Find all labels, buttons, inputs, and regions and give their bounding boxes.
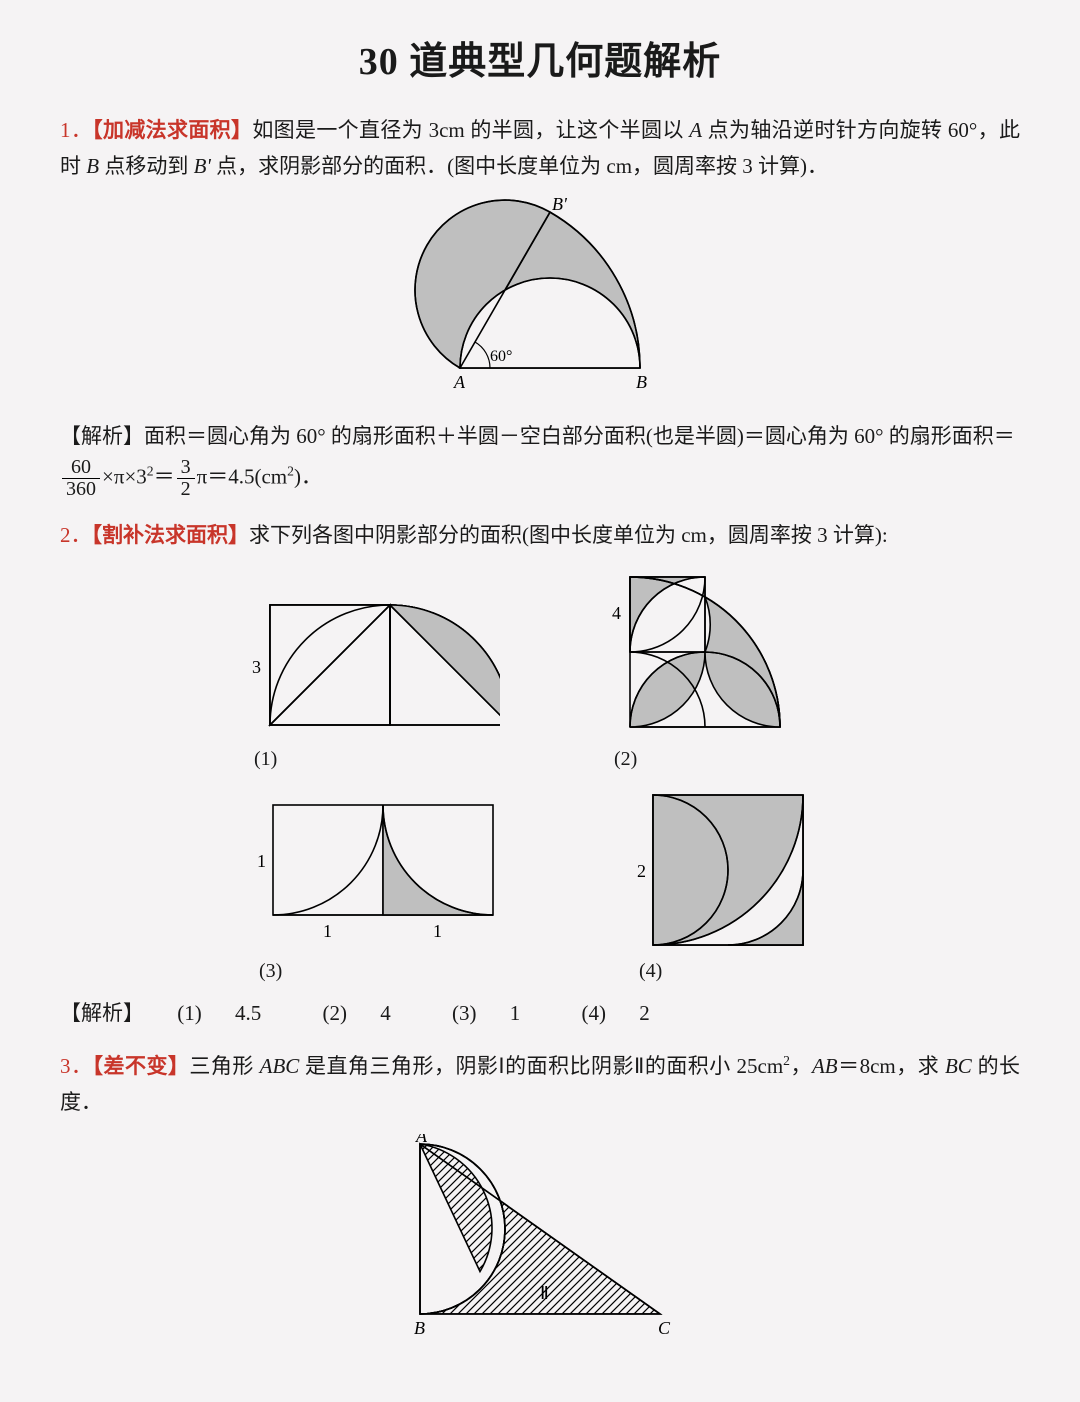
p3-tag: 【差不变】 [92,1054,189,1078]
p1-label-B: B [636,372,647,392]
p2-ans-2v: 4 [380,1001,391,1025]
p1-sq1: 2 [147,464,154,479]
p3-AB: AB [812,1054,838,1078]
p1-frac2: 32 [177,457,195,500]
p2-fig3-h: 1 [257,851,266,871]
p2-text: 求下列各图中阴影部分的面积(图中长度单位为 cm，圆周率按 3 计算): [249,523,888,547]
p1-label-Bp: B' [552,198,568,214]
p1-sq2: 2 [287,464,294,479]
p1-text-a: 如图是一个直径为 3cm 的半圆，让这个半圆以 [252,118,689,142]
p3-text-b: 是直角三角形，阴影Ⅰ的面积比阴影Ⅱ的面积小 25cm [299,1054,783,1078]
p2-fig3: 1 1 1 (3) [245,799,525,983]
p2-ans-4k: (4) [582,1001,607,1025]
p2-ans-1: (1) 4.5 [177,1001,289,1025]
p2-row2: 1 1 1 (3) [60,789,1020,983]
p1-text-d: 点，求阴影部分的面积．(图中长度单位为 cm，圆周率按 3 计算)． [211,154,828,178]
p1-tag: 【加减法求面积】 [92,118,252,142]
p2-fig1: 3 (1) [240,597,500,771]
p1-A: A [689,118,702,142]
p3-text-c: ， [790,1054,812,1078]
p1-frac2-d: 2 [177,479,195,500]
p2-fig2: 4 (2) [600,572,840,771]
p2-ans-3: (3) 1 [452,1001,548,1025]
p3-text-a: 三角形 [189,1054,259,1078]
p1-solution: 【解析】面积＝圆心角为 60° 的扇形面积＋半圆－空白部分面积(也是半圆)＝圆心… [60,417,1020,500]
p3-sq: 2 [783,1053,790,1068]
problem-1-text: 1．【加减法求面积】如图是一个直径为 3cm 的半圆，让这个半圆以 A 点为轴沿… [60,113,1020,184]
p1-sol-d: π＝4.5(cm [197,465,288,489]
p2-ans-2k: (2) [323,1001,348,1025]
p2-fig1-label: (1) [240,748,500,771]
p2-fig4-label: (4) [625,960,835,983]
p3-text-d: ，求 [896,1054,945,1078]
p2-fig4: 2 (4) [625,789,835,983]
p2-ans-3k: (3) [452,1001,477,1025]
p2-fig3-label: (3) [245,960,525,983]
p3-figure: A B C Ⅱ [60,1134,1020,1349]
p3-A: A [415,1134,428,1146]
p2-fig1-side: 3 [252,657,261,677]
p2-ans-head: 【解析】 [60,1001,144,1025]
p1-angle: 60° [490,348,512,365]
problem-3: 3．【差不变】三角形 ABC 是直角三角形，阴影Ⅰ的面积比阴影Ⅱ的面积小 25c… [60,1049,1020,1349]
p2-ans-3v: 1 [510,1001,521,1025]
p1-num: 1． [60,118,92,142]
p1-figure: 60° A B B' [60,198,1020,403]
p1-label-A: A [453,372,466,392]
p2-num: 2． [60,523,92,547]
p1-sol-b: ×π×3 [102,465,147,489]
problem-3-text: 3．【差不变】三角形 ABC 是直角三角形，阴影Ⅰ的面积比阴影Ⅱ的面积小 25c… [60,1049,1020,1120]
p2-ans-4v: 2 [639,1001,650,1025]
problem-2-text: 2．【割补法求面积】求下列各图中阴影部分的面积(图中长度单位为 cm，圆周率按 … [60,518,1020,554]
p2-fig3-w1: 1 [323,921,332,941]
p1-frac1-d: 360 [62,479,100,500]
p1-sol-a: 【解析】面积＝圆心角为 60° 的扇形面积＋半圆－空白部分面积(也是半圆)＝圆心… [60,424,1015,448]
p2-fig3-w2: 1 [433,921,442,941]
p2-fig2-label: (2) [600,748,840,771]
p1-B: B [86,154,99,178]
page-title: 30 道典型几何题解析 [60,30,1020,85]
p3-num: 3． [60,1054,92,1078]
problem-1: 1．【加减法求面积】如图是一个直径为 3cm 的半圆，让这个半圆以 A 点为轴沿… [60,113,1020,500]
p3-ABC: ABC [260,1054,300,1078]
p1-frac1: 60360 [62,457,100,500]
p2-fig4-side: 2 [637,861,646,881]
p1-sol-e: )． [294,465,322,489]
p2-ans-4: (4) 2 [582,1001,678,1025]
p3-BC: BC [945,1054,972,1078]
p1-frac2-n: 3 [177,457,195,479]
p1-frac1-n: 60 [62,457,100,479]
p2-fig2-side: 4 [612,603,621,623]
p2-tag: 【割补法求面积】 [92,523,250,547]
p1-Bp: B' [194,154,211,178]
p2-answers: 【解析】 (1) 4.5 (2) 4 (3) 1 (4) 2 [60,997,1020,1027]
p2-ans-2: (2) 4 [323,1001,419,1025]
p3-B: B [414,1318,425,1338]
p2-row1: 3 (1) [60,572,1020,771]
p2-ans-1v: 4.5 [235,1001,261,1025]
p3-II: Ⅱ [540,1283,549,1303]
p3-eq: ＝8cm [838,1054,896,1078]
p2-ans-1k: (1) [177,1001,202,1025]
p3-C: C [658,1318,671,1338]
p1-sol-c: ＝ [154,465,175,489]
problem-2: 2．【割补法求面积】求下列各图中阴影部分的面积(图中长度单位为 cm，圆周率按 … [60,518,1020,1027]
p1-text-c: 点移动到 [99,154,194,178]
